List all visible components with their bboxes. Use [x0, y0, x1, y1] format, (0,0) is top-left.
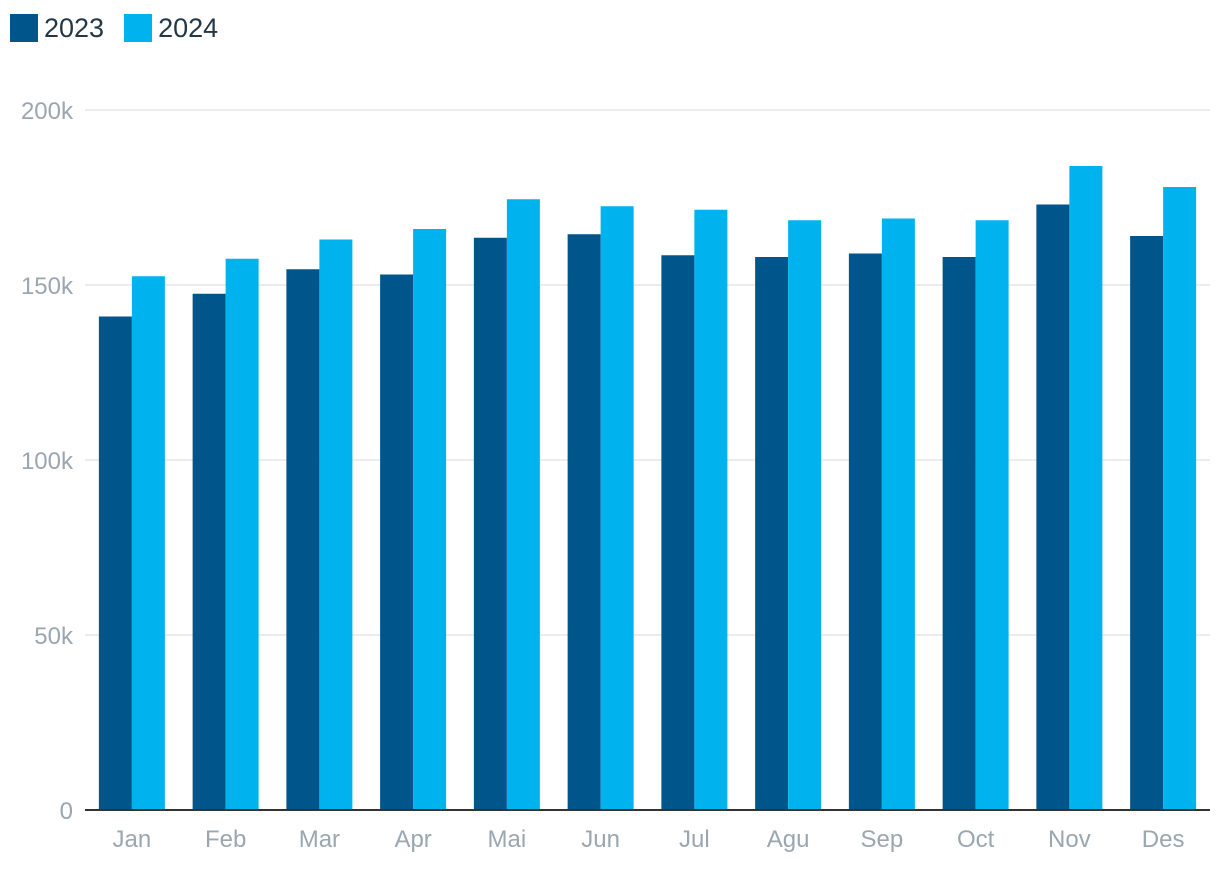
x-tick-label: Jan [113, 826, 152, 853]
bar-2024-mar[interactable] [319, 239, 353, 811]
x-tick-label: Sep [861, 826, 904, 853]
bar-2023-jan[interactable] [98, 316, 132, 811]
x-tick-label: Jun [581, 826, 620, 853]
bar-2024-agu[interactable] [788, 220, 822, 810]
bar-2024-mai[interactable] [506, 199, 540, 810]
legend-label-2024: 2024 [158, 12, 219, 43]
x-tick-label: Feb [205, 826, 246, 853]
x-tick-label: Nov [1048, 826, 1091, 853]
legend-swatch-2023 [10, 14, 38, 42]
bar-2023-jul[interactable] [661, 255, 695, 810]
x-tick-label: Des [1142, 826, 1185, 853]
bar-2023-jun[interactable] [567, 234, 601, 810]
y-tick-label: 150k [21, 273, 74, 300]
x-tick-label: Jul [679, 826, 710, 853]
bar-2024-apr[interactable] [413, 229, 447, 810]
bar-2023-mai[interactable] [473, 237, 507, 810]
bar-2024-oct[interactable] [975, 220, 1009, 810]
legend-item-2023[interactable]: 2023 [10, 14, 104, 42]
bar-2023-nov[interactable] [1036, 204, 1070, 811]
bar-2023-apr[interactable] [380, 274, 414, 811]
x-tick-label: Apr [394, 826, 431, 853]
y-tick-label: 100k [21, 448, 74, 475]
y-tick-label: 200k [21, 98, 74, 125]
y-tick-label: 0 [60, 798, 73, 825]
bar-2024-feb[interactable] [225, 258, 259, 810]
bar-2023-agu[interactable] [755, 257, 789, 810]
x-tick-label: Oct [957, 826, 995, 853]
bar-2024-jan[interactable] [131, 276, 165, 810]
bar-2024-nov[interactable] [1069, 166, 1103, 810]
bar-2024-jul[interactable] [694, 209, 728, 810]
bar-2023-des[interactable] [1130, 236, 1164, 810]
x-tick-label: Mai [488, 826, 527, 853]
bar-2024-sep[interactable] [881, 218, 915, 811]
legend-swatch-2024 [124, 14, 153, 42]
x-tick-label: Agu [767, 826, 810, 853]
bar-2024-des[interactable] [1163, 187, 1197, 810]
legend-item-2024[interactable]: 2024 [124, 14, 218, 42]
bar-2024-jun[interactable] [600, 206, 634, 810]
bar-2023-oct[interactable] [942, 257, 976, 810]
bar-2023-sep[interactable] [848, 253, 882, 811]
bar-2023-feb[interactable] [192, 293, 226, 810]
legend: 2023 2024 [10, 14, 238, 42]
y-tick-label: 50k [34, 623, 74, 650]
x-tick-label: Mar [299, 826, 340, 853]
legend-label-2023: 2023 [44, 12, 105, 43]
bar-2023-mar[interactable] [286, 269, 320, 810]
